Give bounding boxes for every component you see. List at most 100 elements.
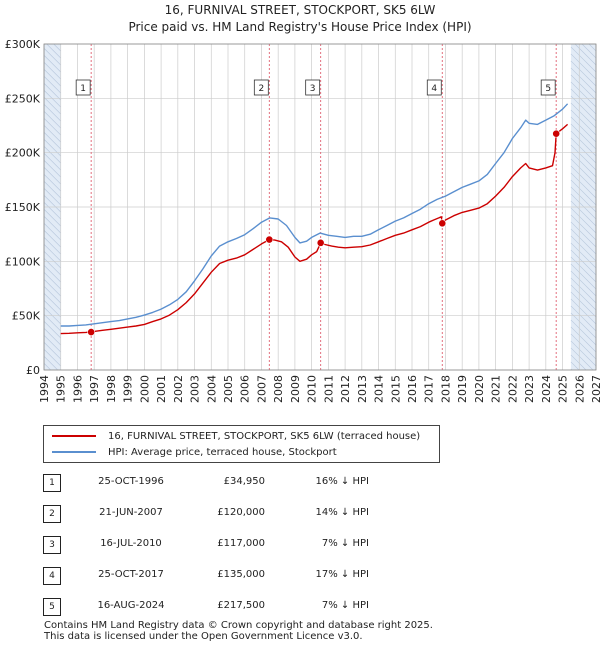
transaction-price: £34,950: [223, 476, 265, 487]
y-tick-label: £300K: [5, 38, 41, 51]
shade-hatch: [43, 314, 61, 332]
legend-label-price: 16, FURNIVAL STREET, STOCKPORT, SK5 6LW …: [108, 430, 421, 442]
transaction-row: 5 16-AUG-2024 £217,500 7% ↓ HPI: [43, 598, 403, 616]
transaction-label: 5: [545, 84, 551, 94]
x-tick-label: 2027: [590, 375, 600, 403]
shade-hatch: [574, 43, 597, 66]
shade-hatch: [43, 349, 61, 367]
shade-hatch: [43, 272, 61, 290]
shade-hatch: [570, 144, 597, 171]
shade-hatch: [570, 137, 597, 164]
shade-hatch: [43, 279, 61, 297]
chart-subtitle: Price paid vs. HM Land Registry's House …: [128, 20, 472, 34]
x-tick-label: 2010: [306, 375, 319, 403]
x-tick-label: 2014: [373, 375, 386, 403]
price-chart: 1 2 3 4 5 £0 £50K £100K £150K £200K £250K £300K 1994…: [5, 38, 600, 403]
shade-hatch: [570, 340, 597, 367]
shade-hatch: [570, 123, 597, 150]
shade-hatch: [570, 67, 597, 94]
shade-hatch: [43, 83, 61, 101]
sale-point: [552, 129, 561, 138]
x-tick-label: 2018: [439, 375, 452, 403]
shade-hatch: [570, 95, 597, 122]
legend-swatch-hpi: [52, 451, 96, 453]
transaction-hpi-diff: 17% ↓ HPI: [315, 569, 369, 580]
x-tick-label: 2022: [506, 375, 519, 403]
shade-hatch: [43, 293, 61, 311]
shade-hatch: [43, 335, 61, 353]
shade-hatch: [570, 200, 597, 227]
x-tick-label: 2023: [523, 375, 536, 403]
transaction-price: £120,000: [217, 507, 265, 518]
shade-hatch: [570, 305, 597, 332]
shade-hatch: [43, 139, 61, 157]
shade-hatch: [581, 43, 597, 59]
shade-hatch: [43, 125, 61, 143]
x-tick-label: 2001: [155, 375, 168, 403]
sale-point: [87, 328, 96, 336]
shade-hatch: [43, 202, 61, 220]
shade-hatch: [43, 188, 61, 206]
x-tick-label: 2009: [289, 375, 302, 403]
shade-hatch: [43, 209, 61, 227]
plot-frame: [43, 43, 597, 371]
transaction-label-box: [75, 79, 91, 96]
transaction-row: 3 16-JUL-2010 £117,000 7% ↓ HPI: [43, 536, 403, 554]
x-tick-label: 1997: [88, 375, 101, 403]
x-tick-label: 2019: [456, 375, 469, 403]
price-paid-line: [60, 123, 569, 335]
shade-hatch: [43, 160, 61, 178]
x-tick-label: 2025: [557, 375, 570, 403]
x-tick-label: 2017: [423, 375, 436, 403]
shade-hatch: [570, 263, 597, 290]
shade-hatch: [43, 174, 61, 192]
shade-hatch: [570, 270, 597, 297]
sale-point: [316, 238, 325, 247]
shade-hatch: [570, 347, 594, 371]
shade-hatch: [570, 172, 597, 199]
shade-hatch: [570, 235, 597, 262]
shade-hatch: [43, 251, 61, 269]
x-tick-label: 2026: [573, 375, 586, 403]
shade-hatch: [43, 181, 61, 199]
shade-hatch: [570, 74, 597, 101]
x-tick-label: 2020: [473, 375, 486, 403]
shade-hatch: [43, 167, 61, 185]
shade-hatch: [570, 354, 587, 371]
shade-hatch: [43, 216, 61, 234]
legend-entry-price: 16, FURNIVAL STREET, STOCKPORT, SK5 6LW …: [52, 429, 420, 443]
shade-hatch: [570, 326, 597, 353]
x-tick-label: 1996: [71, 375, 84, 403]
transaction-number: 1: [43, 474, 61, 492]
shade-hatch: [570, 361, 580, 371]
transaction-hpi-diff: 7% ↓ HPI: [321, 538, 369, 549]
chart-title: 16, FURNIVAL STREET, STOCKPORT, SK5 6LW: [164, 3, 436, 17]
shade-hatch: [43, 342, 61, 360]
x-tick-label: 2000: [138, 375, 151, 403]
footer-line-1: Contains HM Land Registry data © Crown c…: [44, 620, 433, 631]
shade-hatch: [570, 130, 597, 157]
x-tick-label: 2021: [490, 375, 503, 403]
shade-hatch: [570, 60, 597, 87]
shade-hatch: [570, 228, 597, 255]
shade-hatch: [570, 179, 597, 206]
shade-hatch: [570, 53, 597, 80]
transaction-label: 1: [80, 84, 86, 94]
shade-hatch: [570, 221, 597, 248]
shade-hatch: [43, 104, 61, 122]
shade-hatch: [570, 193, 597, 220]
shade-hatch: [570, 333, 597, 360]
transaction-label: 3: [310, 84, 316, 94]
shade-hatch: [53, 43, 61, 52]
shade-hatch: [43, 48, 61, 66]
shade-hatch: [570, 284, 597, 311]
shade-hatch: [570, 102, 597, 129]
transaction-date: 25-OCT-2017: [98, 569, 164, 580]
transaction-hpi-diff: 16% ↓ HPI: [315, 476, 369, 487]
x-tick-label: 2008: [272, 375, 285, 403]
y-tick-label: £50K: [12, 310, 41, 323]
x-tick-label: 2004: [205, 375, 218, 403]
shade-hatch: [43, 230, 61, 248]
shade-hatch: [43, 328, 61, 346]
footer-line-2: This data is licensed under the Open Gov…: [44, 631, 363, 642]
